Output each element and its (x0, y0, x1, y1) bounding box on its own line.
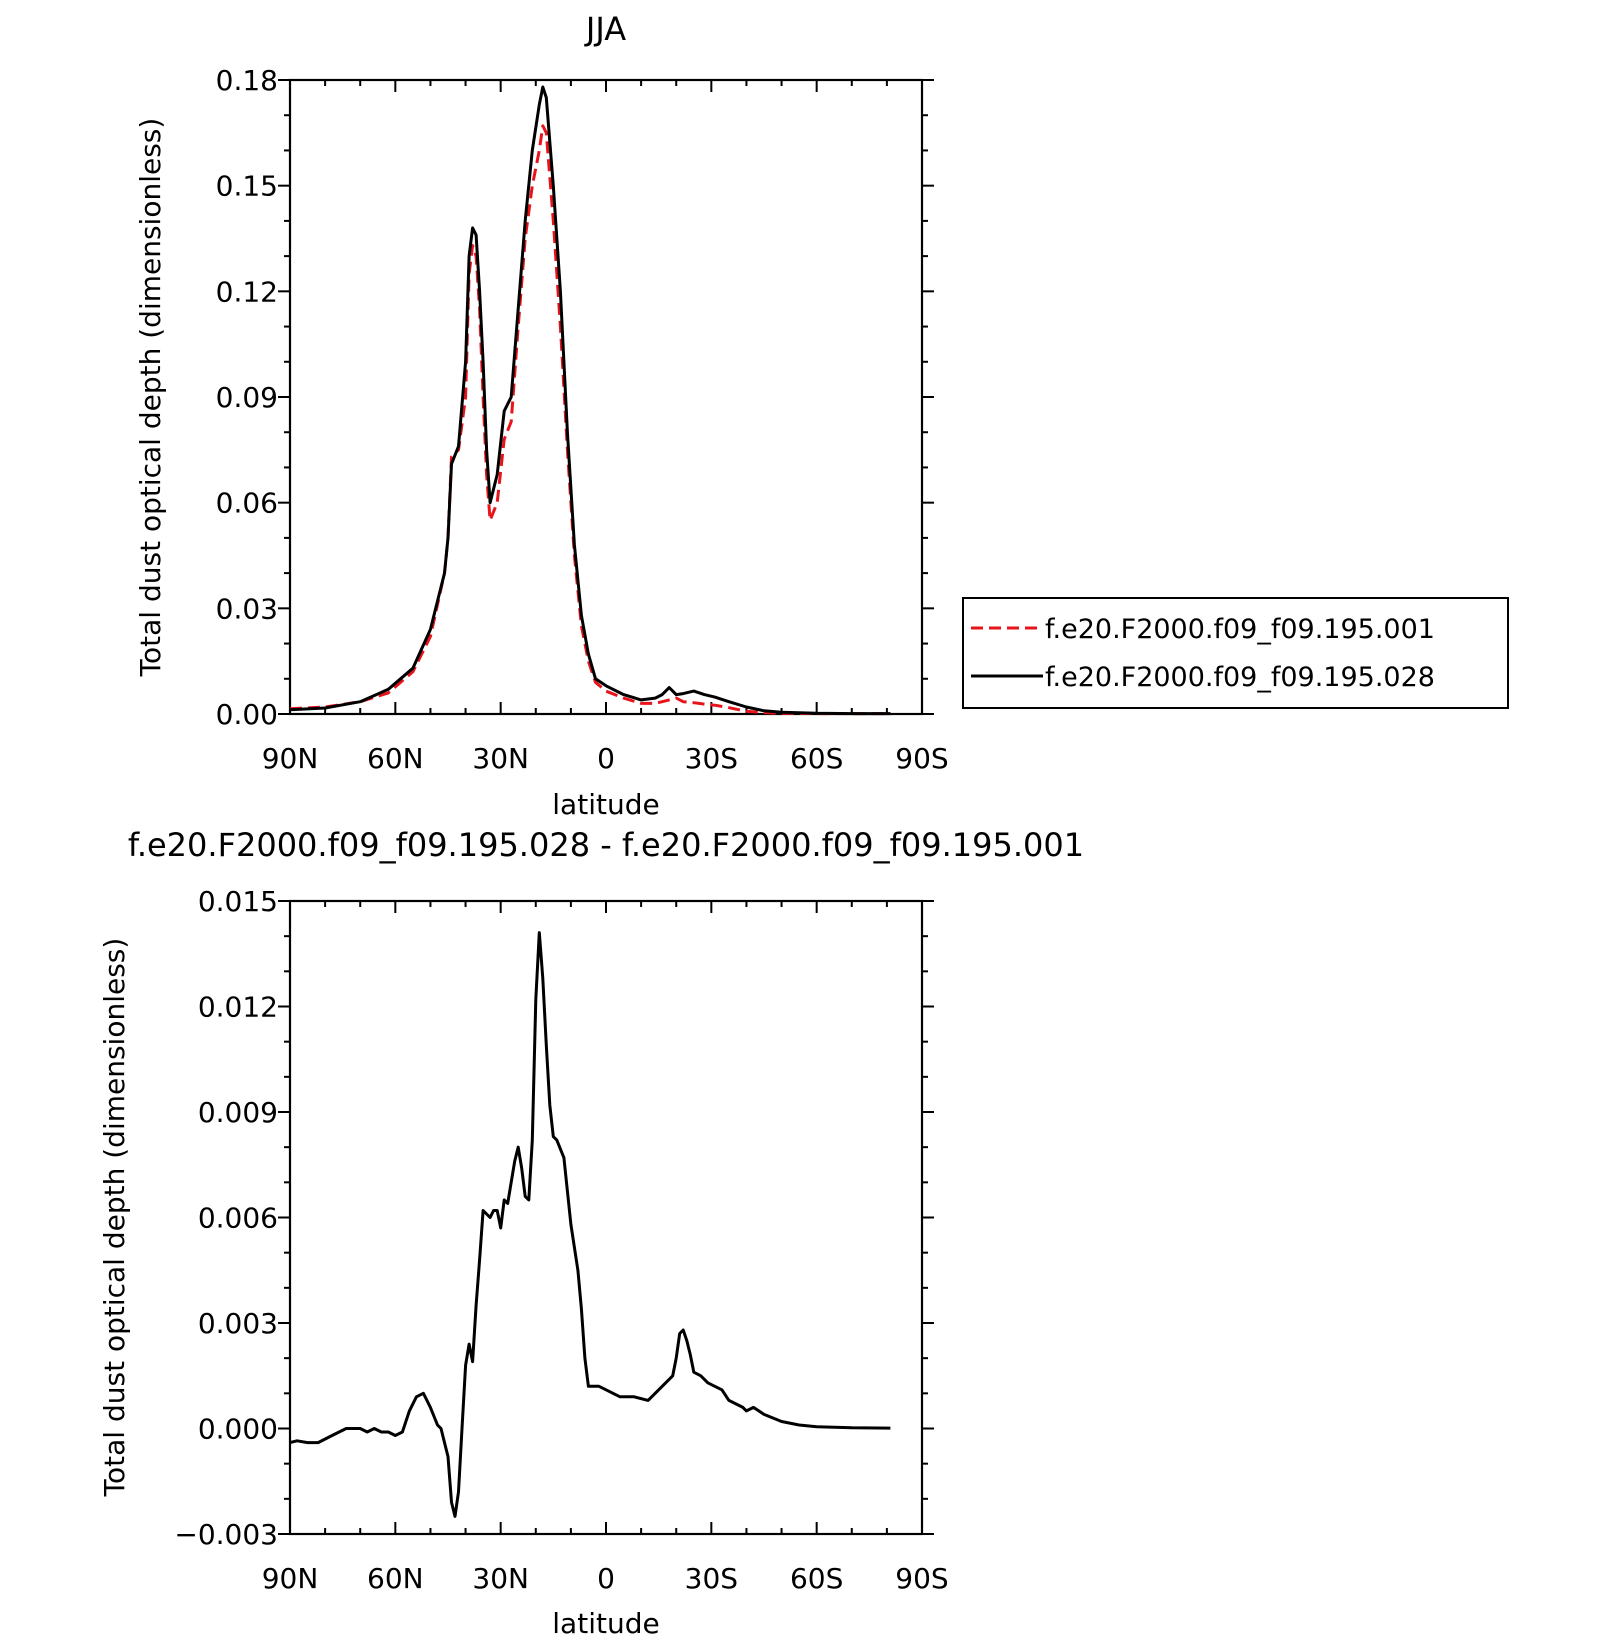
x-tick-label: 90N (262, 1562, 319, 1595)
x-tick-label: 90S (895, 1562, 948, 1595)
x-tick-label: 30N (472, 742, 529, 775)
y-tick-label: 0.00 (216, 698, 278, 731)
x-axis-label: latitude (552, 788, 659, 821)
series-line-1 (289, 931, 891, 1518)
x-tick-label: 30S (685, 1562, 738, 1595)
y-tick-label: 0.009 (198, 1096, 278, 1129)
y-tick-label: 0.12 (216, 275, 278, 308)
y-tick-label: 0.003 (198, 1307, 278, 1340)
chart-title: JJA (584, 10, 626, 48)
x-tick-label: 0 (597, 1562, 615, 1595)
chart-title: f.e20.F2000.f09_f09.195.028 - f.e20.F200… (128, 826, 1084, 864)
y-tick-label: −0.003 (174, 1518, 278, 1551)
x-tick-label: 60S (790, 1562, 843, 1595)
x-tick-label: 60N (367, 1562, 424, 1595)
chart-panel-1: JJA 90N 60N 30N 0 30S 60S 90S 0.00 0.03 0.06 0.09 0.… (134, 10, 1509, 821)
legend-entry-label: f.e20.F2000.f09_f09.195.028 (1045, 662, 1435, 693)
y-tick-label: 0.015 (198, 885, 278, 918)
y-tick-label: 0.000 (198, 1413, 278, 1446)
y-tick-label: 0.012 (198, 991, 278, 1024)
legend-box (962, 597, 1509, 709)
plot-frame (288, 899, 924, 1536)
x-tick-label: 30N (472, 1562, 529, 1595)
x-tick-label: 30S (685, 742, 738, 775)
x-tick-label: 0 (597, 742, 615, 775)
legend: f.e20.F2000.f09_f09.195.001 f.e20.F2000.f… (962, 597, 1509, 709)
y-tick-label: 0.006 (198, 1202, 278, 1235)
y-tick-label: 0.06 (216, 487, 278, 520)
plot-frame (288, 78, 924, 716)
y-tick-label: 0.03 (216, 592, 278, 625)
x-tick-label: 60S (790, 742, 843, 775)
y-axis-label: Total dust optical depth (dimensionless) (98, 938, 131, 1498)
chart-panel-2: f.e20.F2000.f09_f09.195.028 - f.e20.F200… (98, 826, 1084, 1635)
x-tick-label: 90N (262, 742, 319, 775)
x-tick-label: 60N (367, 742, 424, 775)
y-tick-label: 0.09 (216, 381, 278, 414)
x-axis-label: latitude (552, 1607, 659, 1635)
series-line-1 (289, 124, 891, 716)
legend-entry-label: f.e20.F2000.f09_f09.195.001 (1045, 614, 1435, 645)
y-tick-label: 0.15 (216, 170, 278, 203)
series-line-2 (289, 85, 891, 716)
y-tick-label: 0.18 (216, 64, 278, 97)
x-tick-label: 90S (895, 742, 948, 775)
y-axis-label: Total dust optical depth (dimensionless) (134, 118, 167, 678)
